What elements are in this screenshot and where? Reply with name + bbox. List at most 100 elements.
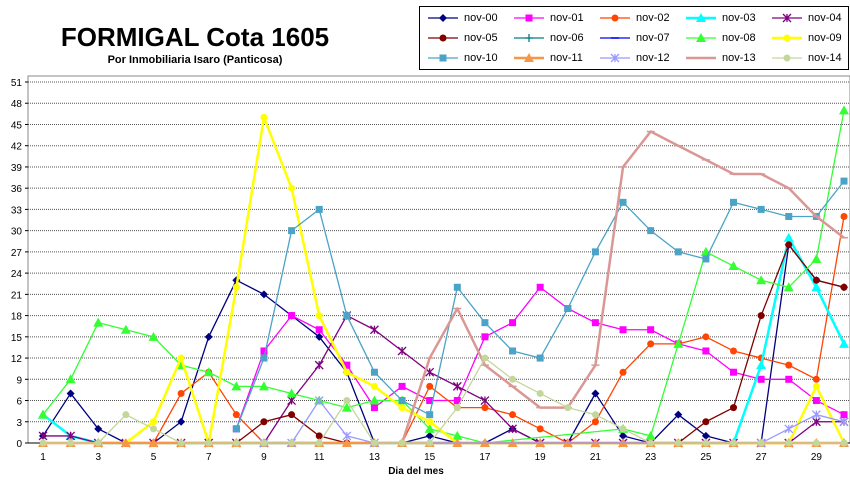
data-point (315, 205, 323, 213)
y-tick-label: 42 (11, 142, 23, 153)
data-point (756, 360, 767, 370)
data-point (840, 411, 848, 419)
data-point (258, 381, 269, 391)
data-point (564, 305, 572, 313)
data-point (231, 381, 242, 391)
data-point (812, 375, 820, 383)
data-point (783, 282, 794, 292)
legend-swatch (514, 34, 544, 42)
legend-swatch (686, 33, 716, 42)
data-point (426, 411, 434, 419)
legend-swatch (686, 56, 716, 60)
data-point (260, 113, 268, 121)
data-point (426, 397, 434, 405)
legend-swatch-marker (783, 54, 791, 62)
data-point (481, 404, 489, 412)
y-tick-label: 51 (11, 78, 23, 89)
data-point (177, 439, 185, 447)
y-tick-label: 18 (11, 312, 23, 323)
y-tick-label: 0 (16, 439, 22, 450)
data-point (702, 418, 710, 426)
legend-swatch-marker (439, 34, 447, 42)
y-tick-label: 48 (11, 99, 23, 110)
legend-swatch (514, 14, 544, 22)
legend-swatch (428, 14, 458, 22)
data-point (177, 389, 185, 397)
data-point (343, 361, 351, 369)
y-tick-label: 3 (16, 418, 22, 429)
x-tick-label: 9 (261, 452, 267, 463)
y-tick-label: 9 (16, 375, 22, 386)
x-tick-label: 21 (590, 452, 602, 463)
legend-swatch-marker (610, 53, 620, 63)
y-tick-label: 30 (11, 227, 23, 238)
data-point (702, 333, 710, 341)
x-tick-label: 29 (811, 452, 823, 463)
data-point (343, 312, 351, 320)
legend-swatch-marker (439, 54, 447, 62)
data-point (591, 319, 599, 327)
x-tick-label: 23 (645, 452, 657, 463)
data-point (840, 439, 848, 447)
data-point (453, 404, 461, 412)
legend-swatch-marker (783, 34, 791, 42)
data-point (288, 227, 296, 235)
legend-swatch (772, 13, 802, 23)
series-nov-14 (39, 354, 848, 447)
data-point (232, 411, 240, 419)
data-point (453, 283, 461, 291)
data-point (94, 439, 102, 447)
data-point (426, 382, 434, 390)
data-point (730, 368, 738, 376)
data-point (785, 212, 793, 220)
data-point (287, 396, 297, 405)
x-tick-label: 1 (40, 452, 46, 463)
data-point (812, 382, 820, 390)
data-point (619, 326, 627, 334)
legend-label: nov-00 (464, 12, 498, 24)
data-point (398, 404, 406, 412)
data-point (564, 404, 572, 412)
legend-label: nov-04 (808, 12, 842, 24)
data-point (342, 431, 352, 441)
data-point (426, 418, 434, 426)
data-point (730, 404, 738, 412)
chart-subtitle: Por Inmobiliaria Isaro (Panticosa) (107, 54, 283, 66)
data-point (288, 411, 296, 419)
legend-swatch (514, 53, 544, 62)
data-point (67, 439, 75, 447)
legend-swatch-marker (782, 13, 792, 23)
data-point (315, 326, 323, 334)
data-point (149, 425, 157, 433)
data-point (288, 439, 296, 447)
data-point (260, 347, 268, 355)
legend-swatch-marker (611, 14, 619, 22)
x-tick-label: 3 (95, 452, 101, 463)
data-point (177, 417, 186, 426)
data-point (286, 388, 297, 398)
data-point (39, 439, 47, 447)
data-point (94, 424, 103, 433)
legend-label: nov-13 (722, 52, 756, 64)
data-point (425, 431, 434, 440)
data-point (398, 397, 406, 405)
data-point (343, 368, 351, 376)
data-point (38, 409, 48, 419)
data-point (811, 282, 822, 292)
data-point (702, 347, 710, 355)
data-point (481, 333, 489, 341)
data-point (728, 261, 739, 271)
data-point (509, 411, 517, 419)
series-nov-13 (398, 130, 848, 444)
data-point (674, 248, 682, 256)
series-line-nov-00 (42, 244, 845, 444)
data-point (177, 354, 185, 362)
series-line-nov-08 (42, 110, 845, 444)
data-point (397, 346, 407, 356)
x-tick-label: 17 (479, 452, 491, 463)
data-point (341, 438, 352, 447)
data-point (812, 276, 820, 284)
data-point (757, 375, 765, 383)
data-point (481, 354, 489, 362)
